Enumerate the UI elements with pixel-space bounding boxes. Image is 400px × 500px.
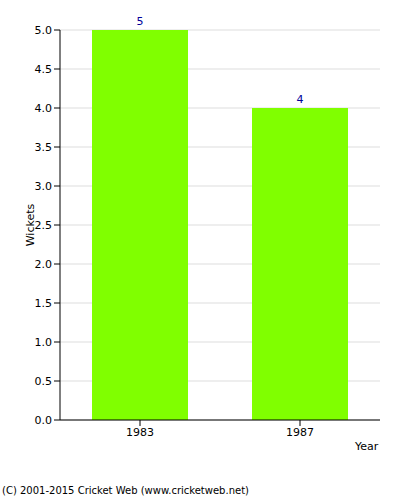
svg-text:1983: 1983 (126, 426, 154, 439)
svg-text:0.5: 0.5 (35, 375, 53, 388)
svg-text:3.5: 3.5 (35, 141, 53, 154)
svg-text:5: 5 (137, 15, 144, 28)
svg-text:1987: 1987 (286, 426, 314, 439)
svg-text:4.0: 4.0 (35, 102, 53, 115)
svg-text:2.5: 2.5 (35, 219, 53, 232)
svg-text:3.0: 3.0 (35, 180, 53, 193)
svg-text:4.5: 4.5 (35, 63, 53, 76)
html-text:Year: Year (355, 440, 379, 453)
svg-text:4: 4 (297, 93, 304, 106)
svg-text:0.0: 0.0 (35, 414, 53, 427)
svg-text:5.0: 5.0 (35, 24, 53, 37)
html-text:Wickets: Wickets (23, 203, 37, 247)
svg-text:1.5: 1.5 (35, 297, 53, 310)
svg-text:1.0: 1.0 (35, 336, 53, 349)
svg-text:2.0: 2.0 (35, 258, 53, 271)
html-text:(C) 2001-2015 Cricket Web (www: (C) 2001-2015 Cricket Web (www.cricketwe… (2, 485, 249, 496)
